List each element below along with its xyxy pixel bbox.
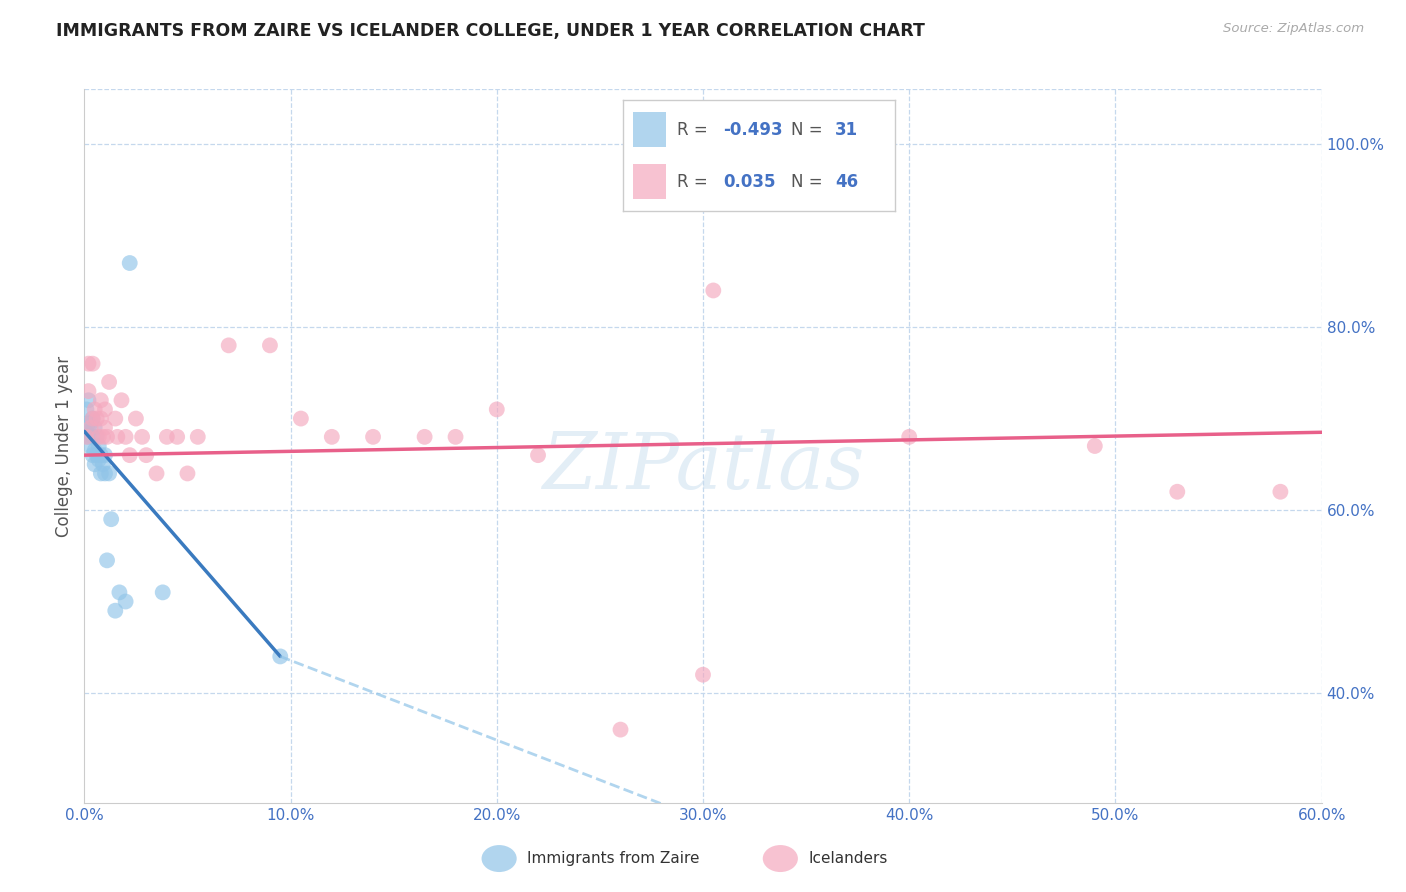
Point <box>187 430 209 444</box>
Point <box>82 448 104 462</box>
Point <box>77 384 100 398</box>
Point <box>82 430 104 444</box>
Point <box>156 430 179 444</box>
Point <box>218 338 240 352</box>
Text: 46: 46 <box>835 173 858 191</box>
Text: -0.493: -0.493 <box>723 120 783 139</box>
Point <box>83 443 105 458</box>
Point <box>108 585 131 599</box>
Point <box>77 393 100 408</box>
Point <box>90 411 112 425</box>
Point <box>259 338 281 352</box>
Point <box>90 467 112 481</box>
Point <box>86 430 108 444</box>
Text: ZIPatlas: ZIPatlas <box>541 429 865 506</box>
Point <box>77 430 100 444</box>
Point <box>94 420 117 434</box>
Point <box>83 420 105 434</box>
Point <box>702 284 724 298</box>
Point <box>77 416 100 430</box>
Point <box>104 604 127 618</box>
Point <box>321 430 343 444</box>
Ellipse shape <box>762 845 799 872</box>
Point <box>114 430 136 444</box>
Point <box>87 430 110 444</box>
Point <box>82 357 104 371</box>
Point <box>269 649 291 664</box>
Point <box>290 411 312 425</box>
Point <box>75 425 97 440</box>
Point <box>83 458 105 472</box>
Point <box>75 430 97 444</box>
Point <box>82 411 104 425</box>
Point <box>166 430 188 444</box>
Text: R =: R = <box>678 120 713 139</box>
Point <box>444 430 467 444</box>
Point <box>118 256 141 270</box>
Text: 31: 31 <box>835 120 858 139</box>
Point <box>105 430 128 444</box>
Point <box>82 411 104 425</box>
Text: R =: R = <box>678 173 713 191</box>
Point <box>131 430 153 444</box>
Point <box>152 585 174 599</box>
Y-axis label: College, Under 1 year: College, Under 1 year <box>55 355 73 537</box>
Point <box>94 402 117 417</box>
Point <box>1084 439 1107 453</box>
Point <box>90 448 112 462</box>
Ellipse shape <box>481 845 517 872</box>
Point <box>125 411 148 425</box>
Text: 0.035: 0.035 <box>723 173 776 191</box>
Point <box>898 430 921 444</box>
Point <box>104 411 127 425</box>
Point <box>145 467 167 481</box>
Point <box>118 448 141 462</box>
Point <box>176 467 198 481</box>
Point <box>1270 484 1292 499</box>
Point <box>609 723 631 737</box>
Bar <box>634 164 666 200</box>
Point <box>110 393 132 408</box>
Point <box>98 375 121 389</box>
Point <box>527 448 550 462</box>
Point <box>1166 484 1188 499</box>
Point <box>692 667 714 681</box>
Point <box>79 420 101 434</box>
Point <box>485 402 508 417</box>
Point <box>86 448 108 462</box>
Point <box>96 553 118 567</box>
Point <box>79 416 101 430</box>
Point <box>98 467 121 481</box>
Point <box>361 430 384 444</box>
Point <box>91 430 114 444</box>
Point <box>96 430 118 444</box>
Point <box>77 357 100 371</box>
Point <box>114 594 136 608</box>
Point <box>94 448 117 462</box>
Point <box>83 402 105 417</box>
Point <box>94 467 117 481</box>
Text: N =: N = <box>792 120 828 139</box>
Point <box>91 458 114 472</box>
Point <box>87 452 110 467</box>
Point <box>135 448 157 462</box>
Text: Icelanders: Icelanders <box>808 851 887 866</box>
Text: IMMIGRANTS FROM ZAIRE VS ICELANDER COLLEGE, UNDER 1 YEAR CORRELATION CHART: IMMIGRANTS FROM ZAIRE VS ICELANDER COLLE… <box>56 22 925 40</box>
Point <box>87 439 110 453</box>
Point <box>90 393 112 408</box>
Point <box>794 183 817 197</box>
Point <box>413 430 436 444</box>
Text: N =: N = <box>792 173 828 191</box>
Text: Source: ZipAtlas.com: Source: ZipAtlas.com <box>1223 22 1364 36</box>
Point <box>79 439 101 453</box>
Point <box>75 402 97 417</box>
Text: Immigrants from Zaire: Immigrants from Zaire <box>527 851 700 866</box>
Point <box>100 512 122 526</box>
Bar <box>634 112 666 147</box>
Point <box>86 411 108 425</box>
